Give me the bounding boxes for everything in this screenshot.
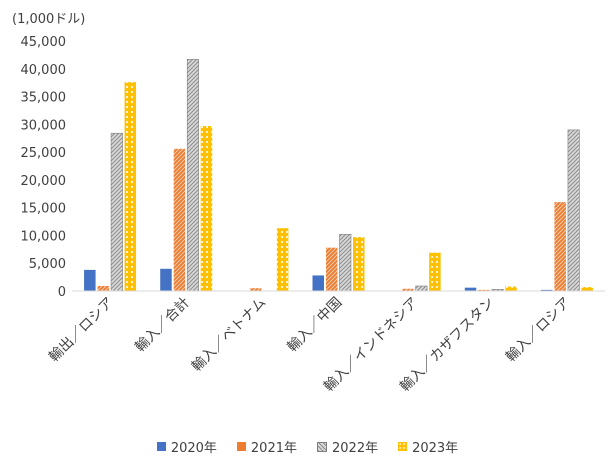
y-tick-label: 25,000	[21, 146, 67, 161]
bar-2021年-輸入／中国	[326, 247, 338, 291]
legend-swatch	[236, 442, 246, 451]
bar-2021年-輸入／合計	[173, 148, 186, 291]
y-tick-label: 40,000	[21, 63, 67, 78]
bar-2021年-輸入／インドネシア	[402, 288, 414, 291]
y-tick-label: 45,000	[21, 35, 67, 50]
legend-item: 2023年	[398, 437, 458, 456]
bar-2022年-輸入／ロシア	[567, 129, 580, 292]
legend-label: 2023年	[412, 441, 459, 456]
y-tick-label: 15,000	[21, 202, 67, 217]
legend-label: 2022年	[332, 441, 379, 456]
bar-2022年-輸入／合計	[186, 59, 200, 292]
bar-2021年-輸出／ロシア	[97, 286, 110, 291]
bar-2022年-輸出／ロシア	[110, 132, 123, 292]
y-tick-label: 35,000	[21, 91, 67, 106]
legend: 2020年 2021年 2022年 2023年	[0, 437, 615, 456]
x-category-label: 輸入／合計	[132, 295, 193, 356]
bar-2021年-輸入／ベトナム	[249, 288, 262, 291]
y-tick-label: 0	[58, 285, 66, 300]
y-tick-label: 5,000	[29, 257, 66, 272]
bar-2020年-輸入／カザフスタン	[464, 287, 477, 291]
bar-2021年-輸入／ロシア	[554, 202, 566, 291]
legend-item: 2020年	[156, 437, 217, 456]
legend-swatch	[398, 442, 408, 451]
y-tick-label: 10,000	[21, 229, 67, 244]
x-category-label: 輸入／ロシア	[503, 295, 574, 366]
bar-2022年-輸入／インドネシア	[415, 285, 428, 292]
bar-2023年-輸出／ロシア	[124, 82, 137, 291]
bar-2020年-輸出／ロシア	[84, 269, 96, 291]
legend-swatch	[317, 441, 327, 452]
bar-2023年-輸入／合計	[200, 126, 213, 291]
legend-item: 2021年	[236, 437, 297, 456]
x-category-label: 輸出／ロシア	[46, 295, 117, 366]
legend-label: 2020年	[170, 441, 217, 456]
bar-2020年-輸入／中国	[312, 275, 324, 291]
bar-2022年-輸入／中国	[339, 234, 352, 292]
x-category-label: 輸入／ベトナム	[189, 295, 269, 375]
bar-2023年-輸入／ベトナム	[276, 228, 289, 291]
legend-label: 2021年	[250, 441, 297, 456]
y-tick-label: 30,000	[21, 118, 67, 133]
y-tick-label: 20,000	[21, 174, 67, 189]
legend-item: 2022年	[317, 437, 378, 456]
bar-2021年-輸入／カザフスタン	[478, 289, 490, 291]
bar-2023年-輸入／カザフスタン	[505, 286, 517, 291]
x-category-label: 輸入／中国	[285, 295, 346, 356]
legend-swatch	[156, 442, 166, 451]
bar-2020年-輸入／ロシア	[540, 289, 553, 291]
y-axis-unit-label: (1,000ドル)	[12, 12, 86, 27]
bar-2023年-輸入／ロシア	[581, 287, 593, 291]
bar-2023年-輸入／中国	[353, 237, 365, 291]
bar-2020年-輸入／合計	[160, 268, 172, 291]
bar-2023年-輸入／インドネシア	[429, 252, 441, 291]
